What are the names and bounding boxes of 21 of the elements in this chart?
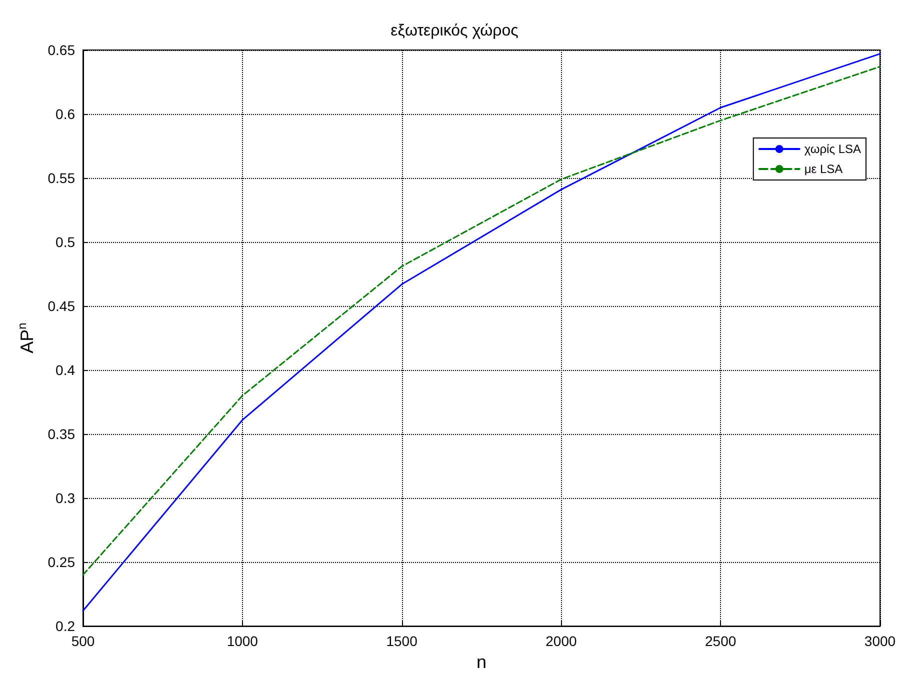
y-tick-label: 0.3 — [56, 490, 76, 506]
y-tick-label: 0.6 — [56, 106, 76, 122]
legend-label: με LSA — [804, 162, 843, 176]
x-tick-label: 2500 — [705, 633, 736, 650]
x-tick-label: 1000 — [226, 633, 258, 650]
x-tick-label: 500 — [71, 633, 95, 650]
x-tick-label: 2000 — [546, 633, 577, 650]
y-tick-label: 0.35 — [48, 426, 76, 442]
x-tick-label: 3000 — [864, 633, 896, 650]
chart-title: εξωτερικός χώρος — [390, 22, 519, 40]
x-axis-title: n — [476, 652, 487, 672]
y-tick-label: 0.65 — [48, 42, 76, 58]
y-tick-label: 0.5 — [56, 234, 76, 250]
y-axis-title: APn — [15, 322, 37, 354]
y-tick-label: 0.45 — [48, 298, 76, 314]
x-tick-label: 1500 — [386, 633, 418, 650]
y-tick-label: 0.25 — [48, 554, 76, 570]
y-tick-label: 0.55 — [48, 170, 76, 186]
legend-label: χωρίς LSA — [804, 142, 862, 156]
y-tick-label: 0.2 — [56, 618, 76, 634]
y-tick-label: 0.4 — [56, 362, 76, 378]
